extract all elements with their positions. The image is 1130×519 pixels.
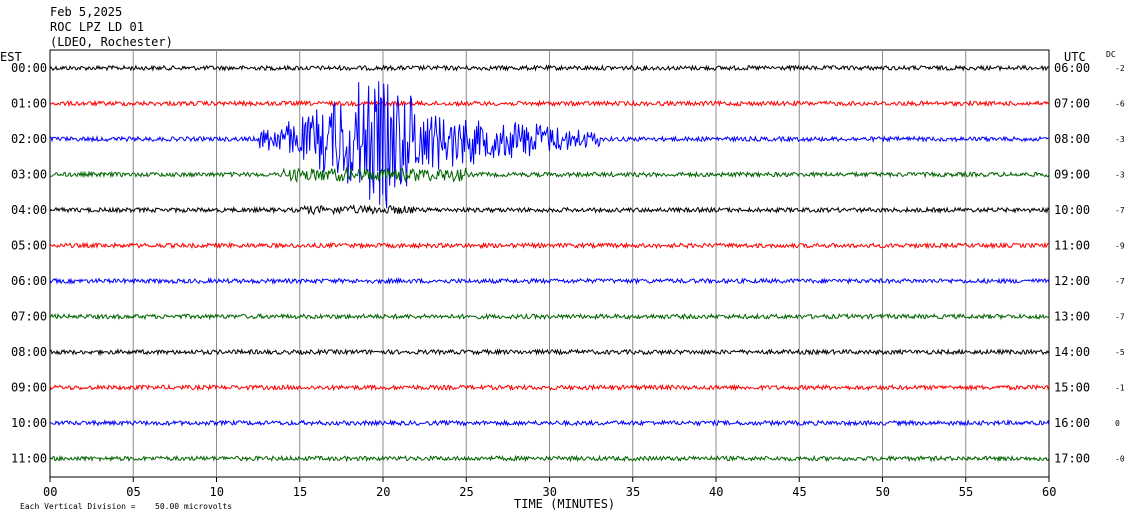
utc-hour-label: 11:00 bbox=[1054, 239, 1090, 253]
trace-8 bbox=[49, 312, 1050, 321]
x-tick-label: 00 bbox=[43, 485, 57, 499]
footer-note: Each Vertical Division = bbox=[20, 502, 136, 511]
x-tick-label: 45 bbox=[792, 485, 806, 499]
est-axis-label: EST bbox=[0, 50, 22, 64]
est-hour-label: 10:00 bbox=[11, 416, 47, 430]
x-tick-label: 50 bbox=[876, 485, 890, 499]
x-tick-label: 60 bbox=[1042, 485, 1056, 499]
station-name: ROC LPZ LD 01 bbox=[50, 20, 144, 34]
x-tick-label: 10 bbox=[210, 485, 224, 499]
est-hour-label: 00:00 bbox=[11, 61, 47, 75]
est-hour-label: 09:00 bbox=[11, 381, 47, 395]
trace-group bbox=[49, 64, 1050, 463]
dc-label: DC bbox=[1106, 50, 1116, 59]
est-hour-label: 03:00 bbox=[11, 168, 47, 182]
utc-hour-label: 14:00 bbox=[1054, 345, 1090, 359]
trace-12 bbox=[49, 454, 1050, 463]
trace-1 bbox=[49, 64, 1050, 72]
utc-hour-label: 08:00 bbox=[1054, 132, 1090, 146]
chart-date: Feb 5,2025 bbox=[50, 5, 122, 19]
est-hour-label: 05:00 bbox=[11, 239, 47, 253]
network-name: (LDEO, Rochester) bbox=[50, 35, 173, 49]
est-hour-label: 06:00 bbox=[11, 274, 47, 288]
x-tick-label: 40 bbox=[709, 485, 723, 499]
x-tick-labels: 00 05 10 15 20 25 30 35 40 45 50 55 60 bbox=[43, 477, 1056, 499]
chart-grid bbox=[49, 49, 1050, 478]
dc-value: -2 bbox=[1115, 64, 1125, 73]
trace-6 bbox=[49, 241, 1050, 250]
est-hour-label: 04:00 bbox=[11, 203, 47, 217]
x-tick-label: 35 bbox=[626, 485, 640, 499]
utc-hour-label: 09:00 bbox=[1054, 168, 1090, 182]
est-hour-label: 01:00 bbox=[11, 97, 47, 111]
est-hour-label: 11:00 bbox=[11, 452, 47, 466]
est-hour-label: 07:00 bbox=[11, 310, 47, 324]
utc-hour-label: 06:00 bbox=[1054, 61, 1090, 75]
x-tick-label: 30 bbox=[543, 485, 557, 499]
trace-5 bbox=[49, 204, 1050, 216]
utc-axis-label: UTC bbox=[1064, 50, 1086, 64]
dc-value: 0 bbox=[1115, 419, 1120, 428]
trace-7 bbox=[49, 277, 1050, 286]
x-axis-label: TIME (MINUTES) bbox=[514, 497, 615, 511]
utc-hour-label: 16:00 bbox=[1054, 416, 1090, 430]
utc-hour-label: 13:00 bbox=[1054, 310, 1090, 324]
dc-value: -9 bbox=[1115, 242, 1125, 251]
utc-labels: 06:00 07:00 08:00 09:00 10:00 11:00 12:00 13:00… bbox=[1054, 61, 1090, 466]
trace-10 bbox=[49, 383, 1050, 392]
dc-value: -3 bbox=[1115, 135, 1125, 144]
est-hour-label: 02:00 bbox=[11, 132, 47, 146]
x-tick-label: 15 bbox=[293, 485, 307, 499]
scale-value: 50.00 microvolts bbox=[155, 502, 232, 511]
est-labels: 00:00 01:00 02:00 03:00 04:00 05:00 06:00 07:00… bbox=[11, 61, 47, 466]
trace-11 bbox=[49, 418, 1050, 427]
utc-hour-label: 12:00 bbox=[1054, 274, 1090, 288]
utc-hour-label: 15:00 bbox=[1054, 381, 1090, 395]
est-hour-label: 08:00 bbox=[11, 345, 47, 359]
dc-value: -7 bbox=[1115, 277, 1125, 286]
dc-value: -5 bbox=[1115, 348, 1125, 357]
trace-3 bbox=[49, 81, 1050, 209]
trace-2 bbox=[49, 99, 1050, 108]
utc-hour-label: 10:00 bbox=[1054, 203, 1090, 217]
dc-values: -2 -6 -3 -3 -7 -9 -7 -7 -5 -1 0 -0 bbox=[1115, 64, 1125, 464]
dc-value: -7 bbox=[1115, 206, 1125, 215]
dc-value: -6 bbox=[1115, 100, 1125, 109]
dc-value: -0 bbox=[1115, 455, 1125, 464]
dc-value: -7 bbox=[1115, 313, 1125, 322]
x-tick-label: 05 bbox=[126, 485, 140, 499]
x-tick-label: 20 bbox=[376, 485, 390, 499]
dc-value: -1 bbox=[1115, 384, 1125, 393]
dc-value: -3 bbox=[1115, 171, 1125, 180]
x-tick-label: 25 bbox=[459, 485, 473, 499]
utc-hour-label: 17:00 bbox=[1054, 452, 1090, 466]
utc-hour-label: 07:00 bbox=[1054, 97, 1090, 111]
trace-4 bbox=[49, 167, 1050, 184]
x-tick-label: 55 bbox=[959, 485, 973, 499]
trace-9 bbox=[49, 348, 1050, 357]
